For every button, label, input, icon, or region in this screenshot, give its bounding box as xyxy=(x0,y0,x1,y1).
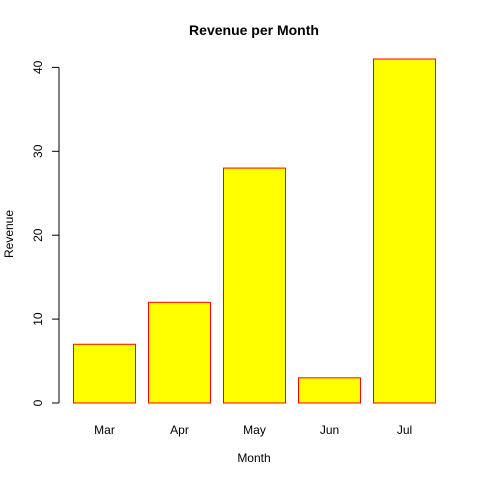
bar-mar xyxy=(73,343,136,404)
chart-title: Revenue per Month xyxy=(189,22,319,38)
y-axis-label: Revenue xyxy=(2,210,16,258)
x-tick-label-may: May xyxy=(243,423,266,437)
x-axis-label: Month xyxy=(237,451,270,465)
bar-apr xyxy=(148,301,211,404)
bar-may xyxy=(223,167,286,404)
x-tick-label-mar: Mar xyxy=(94,423,115,437)
bar-jun xyxy=(298,377,361,404)
x-tick-label-jun: Jun xyxy=(320,423,339,437)
x-tick-label-jul: Jul xyxy=(397,423,412,437)
y-tick-label-0: 0 xyxy=(31,399,45,406)
x-tick-label-apr: Apr xyxy=(170,423,189,437)
y-tick-label-10: 10 xyxy=(31,312,45,326)
x-tick-labels: Mar Apr May Jun Jul xyxy=(94,423,412,437)
y-tick-label-30: 30 xyxy=(31,144,45,158)
y-tick-label-40: 40 xyxy=(31,60,45,74)
y-tick-label-20: 20 xyxy=(31,228,45,242)
y-axis: 0 10 20 30 40 xyxy=(31,60,60,406)
bar-jul xyxy=(373,58,436,404)
bars-group xyxy=(73,58,436,404)
